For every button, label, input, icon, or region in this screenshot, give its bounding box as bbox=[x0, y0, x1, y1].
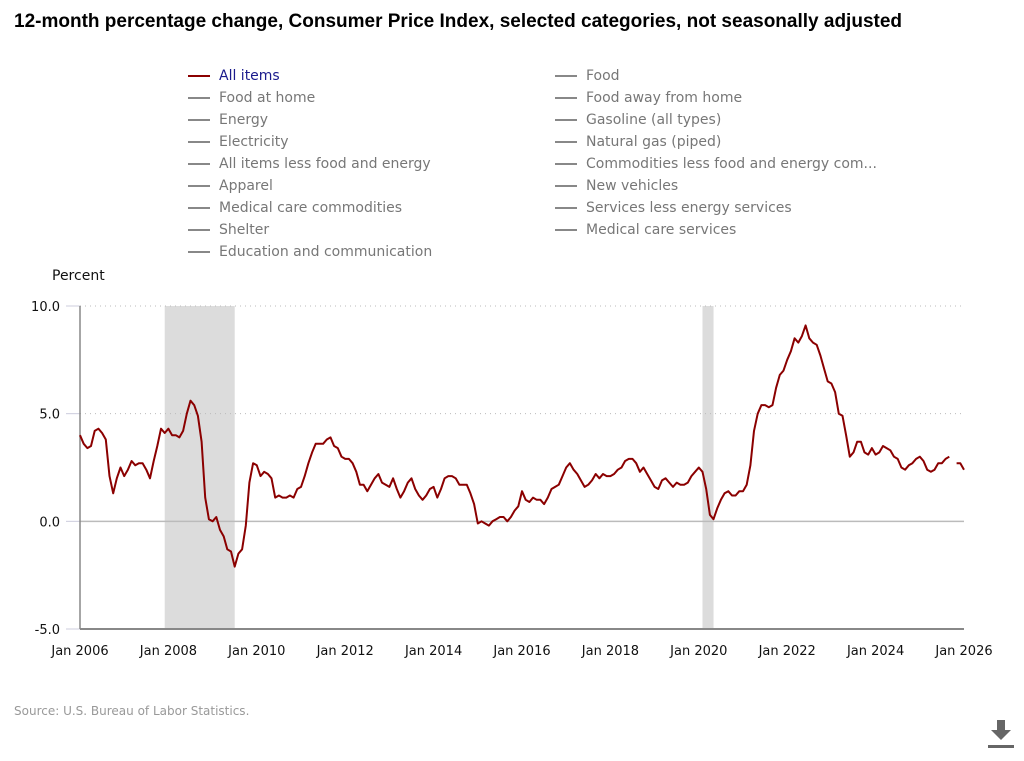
legend-label: Services less energy services bbox=[586, 200, 792, 216]
legend-item[interactable]: Food away from home bbox=[555, 87, 742, 109]
download-icon[interactable] bbox=[986, 718, 1016, 750]
legend-item[interactable]: All items bbox=[188, 65, 280, 87]
legend-line-icon bbox=[188, 251, 210, 253]
legend-line-icon bbox=[555, 141, 577, 143]
legend-label: Electricity bbox=[219, 134, 289, 150]
x-tick-label: Jan 2022 bbox=[758, 644, 816, 659]
legend-label: Gasoline (all types) bbox=[586, 112, 722, 128]
chart-title: 12-month percentage change, Consumer Pri… bbox=[14, 11, 903, 32]
y-tick-label: -5.0 bbox=[35, 623, 60, 638]
legend-item[interactable]: Services less energy services bbox=[555, 197, 792, 219]
legend-label: Energy bbox=[219, 112, 269, 128]
legend-line-icon bbox=[555, 185, 577, 187]
recession-shading bbox=[164, 306, 235, 629]
y-tick-label: 5.0 bbox=[39, 408, 60, 423]
x-tick-label: Jan 2008 bbox=[139, 644, 197, 659]
y-axis-label: Percent bbox=[52, 268, 105, 284]
x-tick-label: Jan 2006 bbox=[50, 644, 108, 659]
series-line-all-items bbox=[956, 462, 965, 471]
x-tick-label: Jan 2014 bbox=[404, 644, 462, 659]
legend-line-icon bbox=[188, 185, 210, 187]
legend-line-icon bbox=[188, 75, 210, 77]
legend-item[interactable]: All items less food and energy bbox=[188, 153, 431, 175]
legend-label: Shelter bbox=[219, 222, 270, 238]
x-tick-label: Jan 2026 bbox=[934, 644, 992, 659]
legend-label: All items bbox=[219, 68, 280, 84]
legend-label: Education and communication bbox=[219, 244, 433, 260]
legend-item[interactable]: Gasoline (all types) bbox=[555, 109, 721, 131]
x-tick-label: Jan 2024 bbox=[846, 644, 904, 659]
legend-label: Food away from home bbox=[586, 90, 743, 106]
legend-line-icon bbox=[555, 119, 577, 121]
legend-line-icon bbox=[188, 119, 210, 121]
legend-line-icon bbox=[188, 229, 210, 231]
x-tick-label: Jan 2016 bbox=[492, 644, 550, 659]
chart-area: 10.0 5.0 0.0 -5.0 Jan 2006 Jan 2008 Jan 2010 Ja… bbox=[31, 300, 993, 659]
legend-label: Commodities less food and energy com... bbox=[586, 156, 877, 172]
legend-item[interactable]: Apparel bbox=[188, 175, 273, 197]
legend-label: Food bbox=[586, 68, 620, 84]
legend-item[interactable]: Education and communication bbox=[188, 241, 432, 263]
legend-line-icon bbox=[188, 207, 210, 209]
x-tick-label: Jan 2020 bbox=[669, 644, 727, 659]
legend-label: Medical care services bbox=[586, 222, 737, 238]
legend-line-icon bbox=[188, 97, 210, 99]
legend-label: New vehicles bbox=[586, 178, 679, 194]
legend-label: All items less food and energy bbox=[219, 156, 431, 172]
legend-line-icon bbox=[188, 141, 210, 143]
legend-line-icon bbox=[188, 163, 210, 165]
legend-item[interactable]: Energy bbox=[188, 109, 268, 131]
legend-item[interactable]: Food bbox=[555, 65, 620, 87]
legend-label: Natural gas (piped) bbox=[586, 134, 722, 150]
y-tick-label: 10.0 bbox=[31, 300, 60, 315]
x-tick-label: Jan 2012 bbox=[316, 644, 374, 659]
legend-label: Apparel bbox=[219, 178, 273, 194]
legend-item[interactable]: Shelter bbox=[188, 219, 269, 241]
legend-item[interactable]: Natural gas (piped) bbox=[555, 131, 721, 153]
source-note: Source: U.S. Bureau of Labor Statistics. bbox=[14, 704, 250, 718]
legend-line-icon bbox=[555, 163, 577, 165]
series-line-all-items bbox=[79, 324, 950, 568]
y-tick-label: 0.0 bbox=[39, 515, 60, 530]
legend-item[interactable]: New vehicles bbox=[555, 175, 678, 197]
legend-line-icon bbox=[555, 75, 577, 77]
legend-line-icon bbox=[555, 229, 577, 231]
legend-item[interactable]: Electricity bbox=[188, 131, 289, 153]
legend-item[interactable]: Medical care commodities bbox=[188, 197, 402, 219]
legend-line-icon bbox=[555, 97, 577, 99]
x-tick-label: Jan 2010 bbox=[227, 644, 285, 659]
recession-shading bbox=[702, 306, 714, 629]
legend-line-icon bbox=[555, 207, 577, 209]
legend-item[interactable]: Food at home bbox=[188, 87, 315, 109]
legend-label: Food at home bbox=[219, 90, 316, 106]
legend-label: Medical care commodities bbox=[219, 200, 403, 216]
x-tick-label: Jan 2018 bbox=[581, 644, 639, 659]
legend-item[interactable]: Medical care services bbox=[555, 219, 736, 241]
legend-item[interactable]: Commodities less food and energy com... bbox=[555, 153, 877, 175]
